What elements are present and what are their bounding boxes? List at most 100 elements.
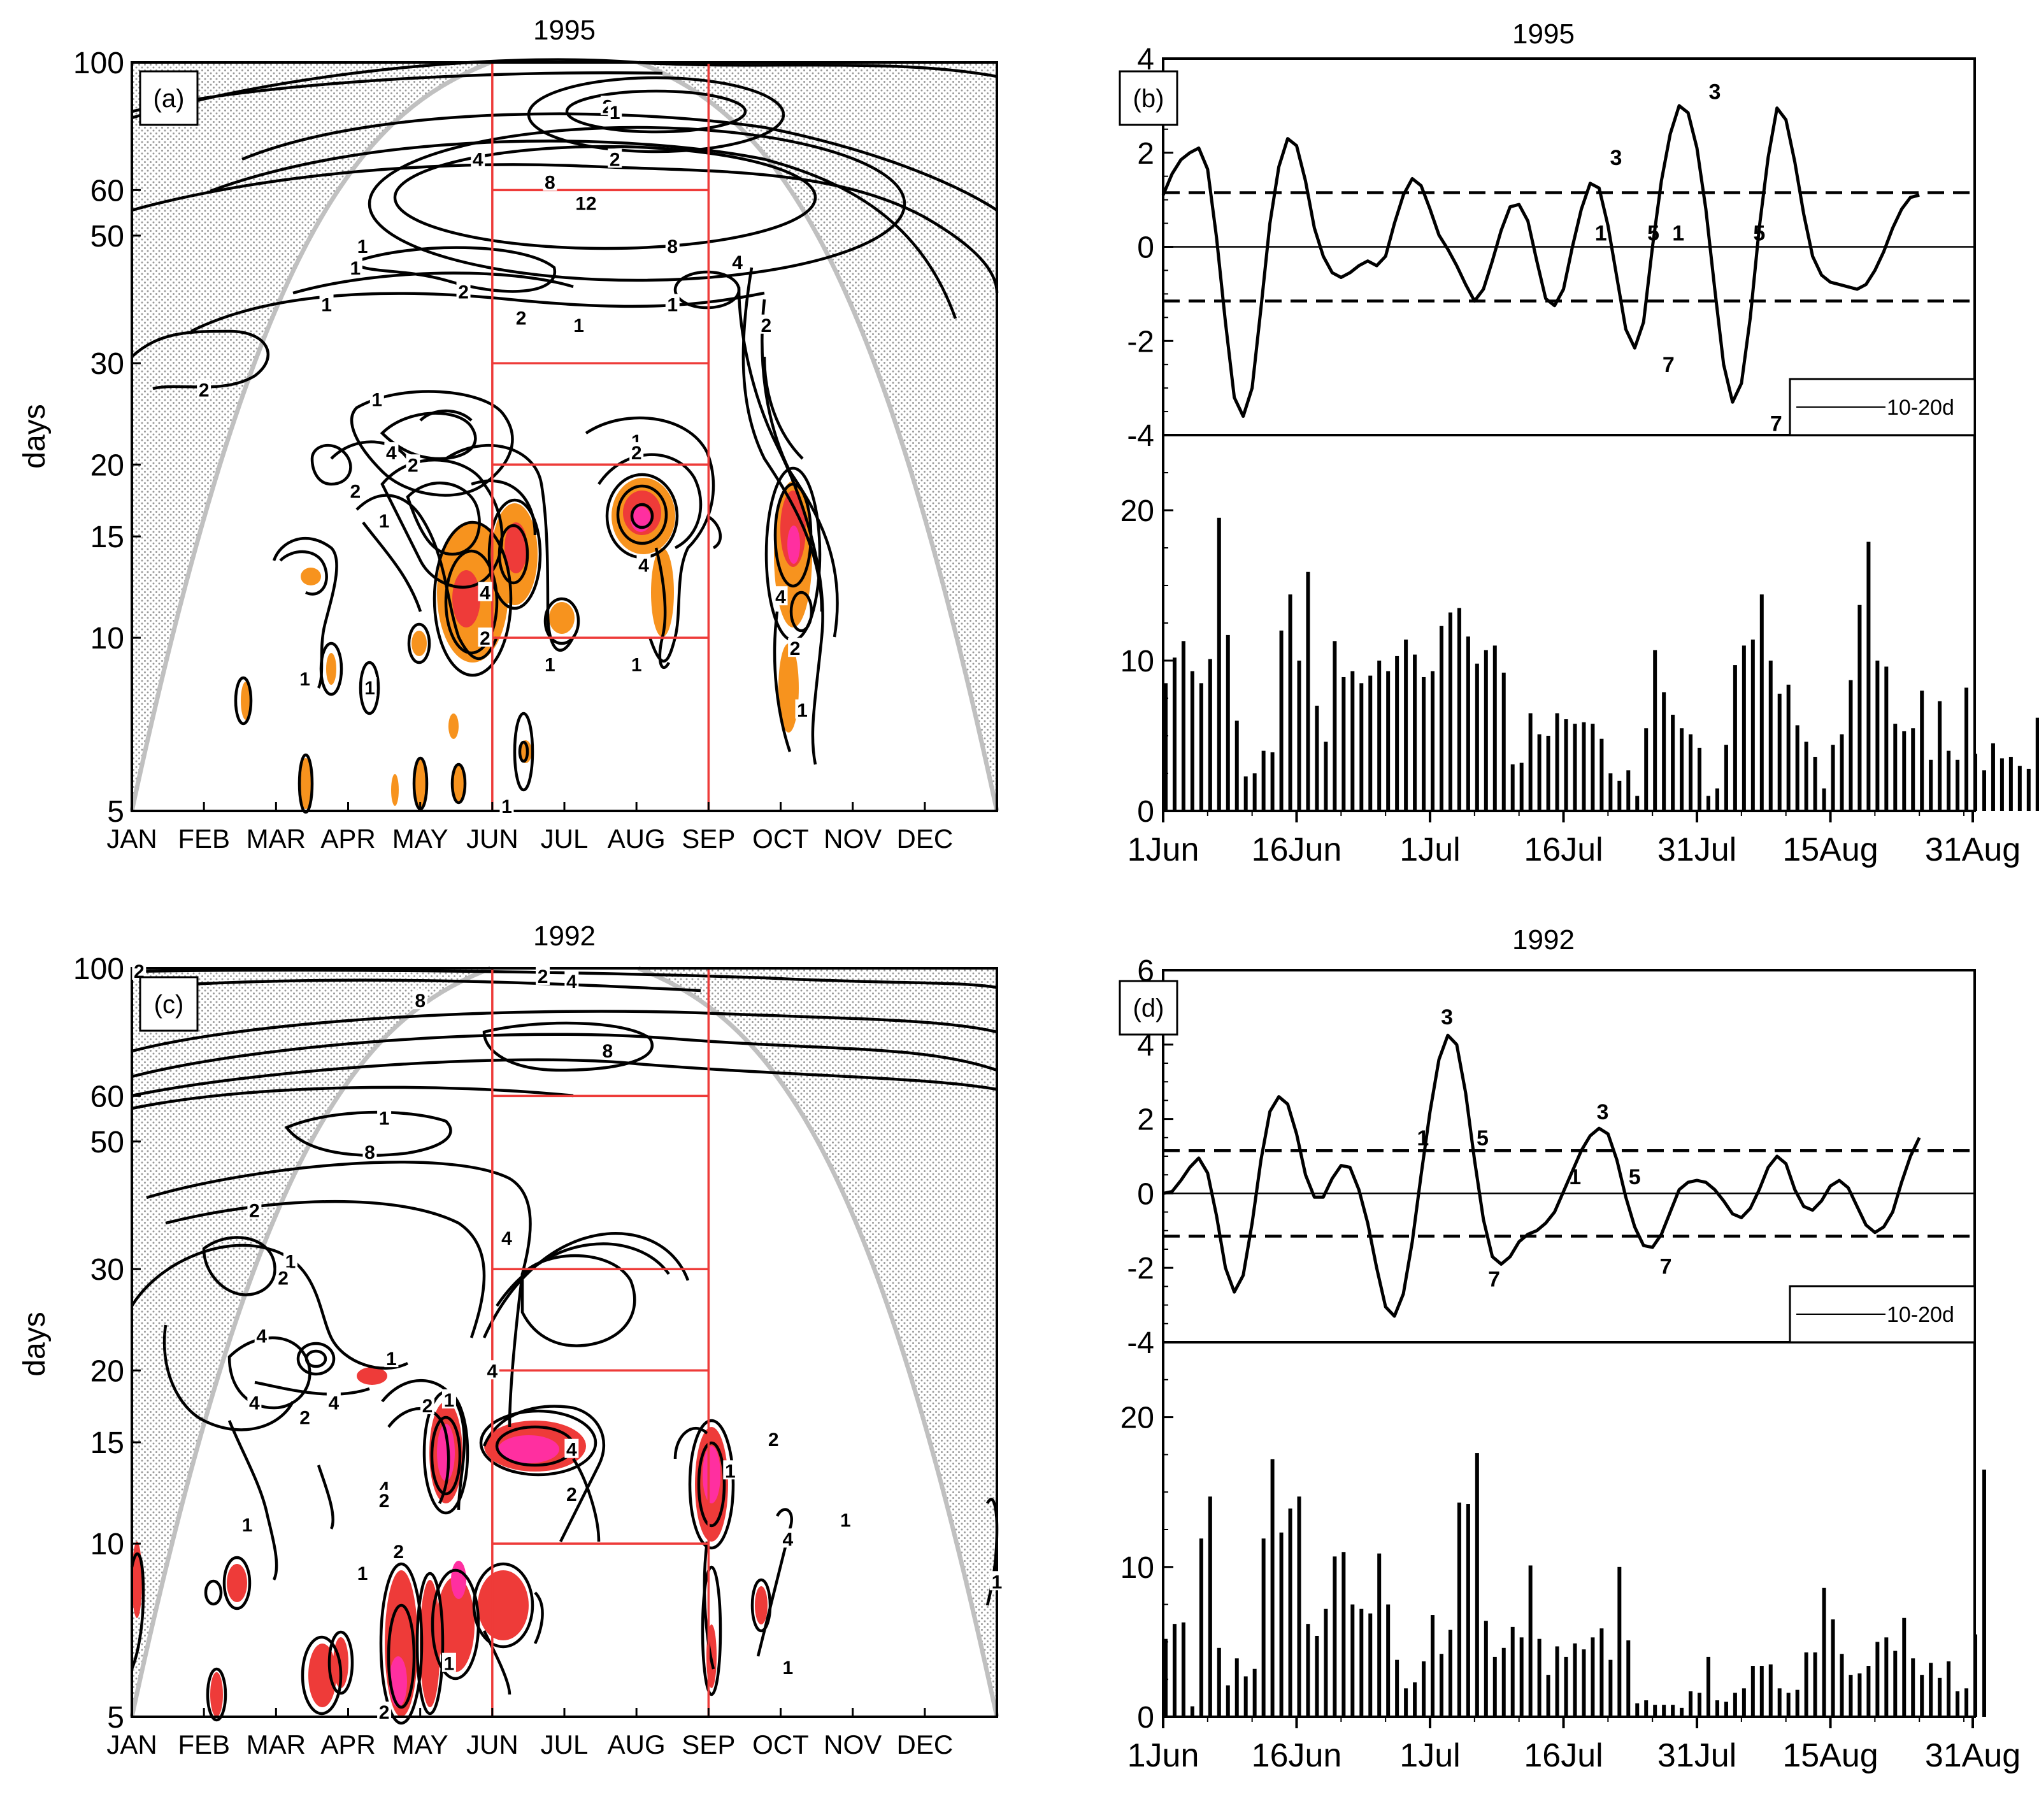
- bar: [1164, 683, 1168, 811]
- coi-left: [132, 62, 490, 811]
- bar: [1261, 750, 1266, 811]
- x-tick-label: MAY: [392, 824, 448, 854]
- bar: [1786, 684, 1791, 811]
- x-tick-label: 16Jun: [1252, 1737, 1342, 1774]
- panel-a-spectrum: [129, 58, 999, 814]
- bar: [1208, 1496, 1212, 1717]
- bar: [1982, 770, 1986, 811]
- y-ticks: 5 10 15 20 30 50 60 100: [73, 952, 141, 1735]
- y-tick-label: 100: [73, 47, 124, 80]
- bar: [1466, 1504, 1470, 1717]
- bar: [1947, 1661, 1951, 1717]
- bar: [1608, 1659, 1613, 1717]
- contour-label-bg: [456, 281, 471, 301]
- bar: [1644, 728, 1649, 811]
- contour-label: 2: [278, 1268, 289, 1289]
- y-tick-label: 50: [90, 220, 124, 254]
- bar: [1902, 731, 1907, 811]
- contour-label: 2: [379, 1702, 390, 1723]
- sig-magenta-blob: [787, 526, 800, 564]
- bar: [1680, 1707, 1684, 1717]
- bar: [1315, 1635, 1319, 1717]
- contour-label-bg: [478, 627, 492, 647]
- contour-label-bg: [441, 1652, 456, 1672]
- panel-label: (d): [1133, 994, 1164, 1022]
- contour-label-bg: [355, 1562, 370, 1582]
- y-tick-label: 5: [107, 1701, 124, 1735]
- sig-magenta-blob: [703, 1446, 720, 1503]
- bar: [1920, 691, 1924, 811]
- y-tick-label: 60: [90, 1080, 124, 1114]
- contour-label: 4: [775, 587, 786, 608]
- contour-label-bg: [665, 235, 680, 255]
- bar: [1671, 714, 1675, 811]
- phase-label: 5: [1753, 221, 1765, 245]
- bar: [1386, 1604, 1391, 1717]
- contour-label: 2: [350, 482, 361, 503]
- sig-red-blob: [478, 1570, 529, 1640]
- x-tick-label: SEP: [682, 1730, 735, 1759]
- contour-label: 1: [242, 1515, 253, 1536]
- bar: [1831, 1619, 1835, 1717]
- bar: [1341, 1552, 1346, 1717]
- x-tick-label: MAY: [392, 1730, 448, 1759]
- contour-label: 2: [422, 1396, 433, 1417]
- bar: [1573, 1643, 1577, 1717]
- contour-lines: [130, 968, 999, 1725]
- filtered-series-line: [1163, 1033, 1921, 1318]
- bar: [1199, 683, 1203, 811]
- bar: [1750, 639, 1755, 811]
- panel-a-title: 1995: [533, 15, 596, 46]
- contour-label-bg: [564, 1484, 579, 1503]
- x-tick-label: SEP: [682, 824, 735, 854]
- contour-label-bg: [362, 677, 377, 696]
- sig-orange-blob: [326, 653, 336, 685]
- x-tick-label: JUL: [541, 1730, 589, 1759]
- contour-label: 1: [444, 1390, 455, 1411]
- contour-label-bg: [543, 654, 557, 673]
- contour-lines: [131, 58, 999, 814]
- y-tick-label: 10: [1120, 645, 1154, 678]
- phase-label: 1: [1595, 221, 1607, 245]
- bar: [1849, 1675, 1853, 1717]
- bar: [1626, 770, 1631, 811]
- contour-label-bg: [514, 307, 529, 327]
- contour-label-bg: [795, 699, 810, 719]
- sig-orange-blob: [298, 758, 313, 809]
- contour-label: 1: [321, 295, 332, 316]
- y-tick-label: 0: [1137, 1701, 1154, 1735]
- contour-label-bg: [780, 1528, 795, 1548]
- coi-right: [638, 62, 997, 811]
- contour-label: 1: [573, 315, 584, 336]
- coi-right-edge: [637, 966, 999, 1717]
- bar: [1599, 738, 1604, 811]
- y-axis-label: days: [18, 404, 52, 468]
- contour-label-bg: [276, 1267, 290, 1287]
- contour-label-bg: [240, 1514, 255, 1533]
- highlight-box: [491, 968, 710, 1717]
- contour-label: 1: [610, 103, 620, 124]
- sig-orange-blob: [391, 774, 399, 806]
- y-tick-label: 2: [1137, 1103, 1154, 1137]
- x-tick-label: 15Aug: [1782, 831, 1878, 868]
- bar: [1395, 1659, 1399, 1717]
- contour-label-bg: [441, 1389, 456, 1408]
- bar: [1635, 796, 1640, 811]
- contour-label-bg: [499, 1228, 514, 1247]
- bar: [1190, 1706, 1194, 1717]
- contour-label-bg: [254, 1325, 269, 1345]
- contour-label: 2: [379, 1491, 390, 1512]
- contour-label-bg: [608, 148, 622, 168]
- bar: [1564, 719, 1568, 811]
- contour-label-bg: [377, 1702, 392, 1721]
- contour-label-bg: [326, 1392, 341, 1412]
- contour-label: 1: [379, 511, 390, 532]
- bar: [1404, 639, 1408, 811]
- bar: [1537, 1638, 1542, 1717]
- contour-label: 1: [285, 1251, 296, 1272]
- bar: [1368, 1613, 1373, 1717]
- coi-left-edge: [129, 966, 492, 1717]
- bar: [1840, 1654, 1844, 1717]
- bar: [1724, 1702, 1728, 1717]
- x-tick-label: JUN: [466, 824, 519, 854]
